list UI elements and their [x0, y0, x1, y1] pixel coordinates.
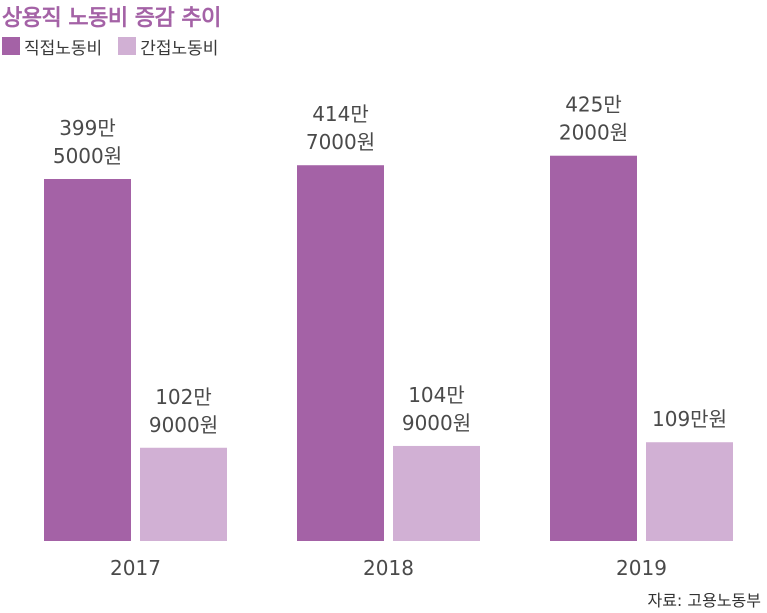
legend-item-direct: 직접노동비 — [2, 34, 102, 59]
bar-direct-2018 — [297, 165, 384, 541]
data-label-indirect-2017: 102만 — [155, 385, 212, 409]
bar-direct-2019 — [550, 155, 637, 541]
bar-direct-2017 — [44, 179, 131, 541]
data-label-direct-2018: 7000원 — [306, 130, 375, 154]
data-label-indirect-2018: 104만 — [408, 383, 465, 407]
data-label-indirect-2018: 9000원 — [402, 411, 471, 435]
legend-item-indirect: 간접노동비 — [118, 34, 218, 59]
legend-label-direct: 직접노동비 — [24, 38, 103, 59]
data-label-direct-2017: 399만 — [59, 116, 116, 140]
data-label-indirect-2017: 9000원 — [149, 413, 218, 437]
data-label-direct-2019: 425만 — [565, 93, 622, 117]
data-label-direct-2018: 414만 — [312, 102, 369, 126]
x-tick-label-2017: 2017 — [110, 556, 161, 580]
legend-label-indirect: 간접노동비 — [140, 38, 219, 59]
x-tick-label-2019: 2019 — [616, 556, 667, 580]
x-tick-label-2018: 2018 — [363, 556, 414, 580]
chart-title: 상용직 노동비 증감 추이 — [2, 6, 221, 31]
legend-swatch-indirect — [118, 37, 137, 55]
data-label-direct-2019: 2000원 — [559, 121, 628, 145]
bar-indirect-2018 — [393, 445, 480, 541]
source-note: 자료: 고용노동부 — [647, 591, 761, 610]
data-label-indirect-2019: 109만원 — [652, 407, 727, 431]
bar-indirect-2019 — [646, 442, 733, 541]
legend: 직접노동비 간접노동비 — [2, 34, 234, 59]
legend-swatch-direct — [2, 37, 20, 55]
bar-indirect-2017 — [140, 447, 227, 541]
data-label-direct-2017: 5000원 — [53, 144, 122, 168]
